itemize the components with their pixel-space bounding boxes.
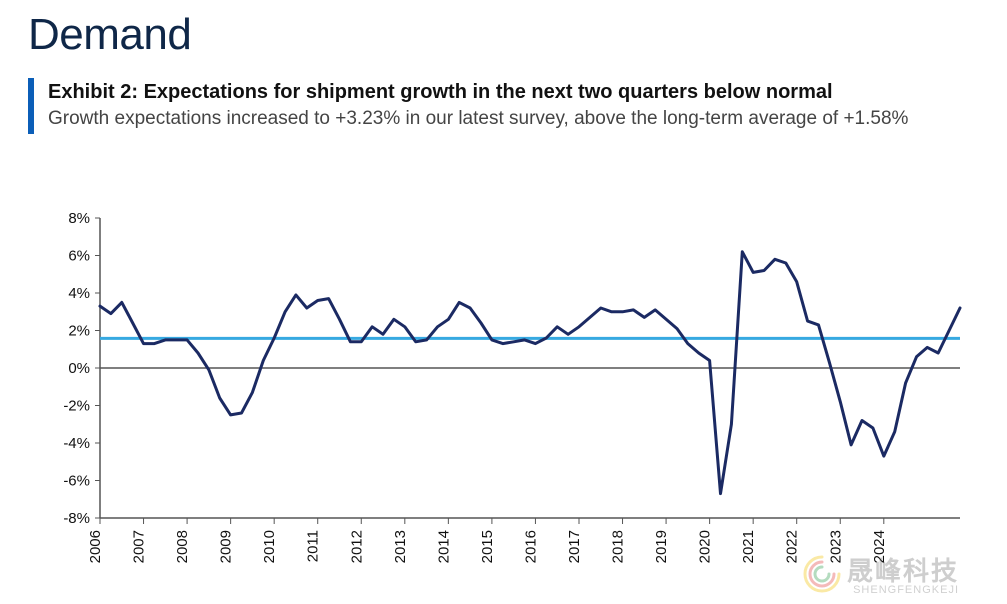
x-tick-label: 2007 [131, 530, 148, 563]
x-tick-label: 2021 [740, 530, 757, 563]
page-title: Demand [0, 0, 1007, 60]
y-tick-label: 4% [68, 285, 90, 302]
line-chart: 8% 6% 4% 2% 0% -2% -4% -6% -8% 2006 2007 2008 2009 20… [40, 198, 970, 588]
y-tick-label: -4% [63, 435, 90, 452]
x-tick-label: 2010 [261, 530, 278, 563]
exhibit-block: Exhibit 2: Expectations for shipment gro… [28, 78, 958, 134]
x-tick-label: 2016 [522, 530, 539, 563]
exhibit-title: Exhibit 2: Expectations for shipment gro… [48, 80, 938, 104]
x-tick-label: 2023 [827, 530, 844, 563]
x-tick-label: 2022 [784, 530, 801, 563]
x-tick-label: 2020 [697, 530, 714, 563]
x-tick-label: 2012 [348, 530, 365, 563]
y-tick-label: 8% [68, 210, 90, 227]
x-tick-label: 2009 [218, 530, 235, 563]
y-tick-label: -6% [63, 473, 90, 490]
y-tick-label: 6% [68, 248, 90, 265]
x-tick-label: 2006 [87, 530, 104, 563]
chart-svg: 8% 6% 4% 2% 0% -2% -4% -6% -8% 2006 2007 2008 2009 20… [40, 198, 970, 588]
y-tick-label: 0% [68, 360, 90, 377]
x-tick-label: 2008 [174, 530, 191, 563]
exhibit-subtitle: Growth expectations increased to +3.23% … [48, 106, 938, 132]
x-tick-label: 2018 [610, 530, 627, 563]
y-tick-label: -8% [63, 510, 90, 527]
x-tick-label: 2014 [435, 530, 452, 563]
x-tick-label: 2013 [392, 530, 409, 563]
y-tick-label: -2% [63, 398, 90, 415]
x-tick-label: 2019 [653, 530, 670, 563]
x-tick-label: 2024 [871, 530, 888, 563]
y-tick-label: 2% [68, 323, 90, 340]
x-tick-label: 2017 [566, 530, 583, 563]
x-tick-label: 2015 [479, 530, 496, 563]
x-tick-label: 2011 [305, 530, 322, 562]
